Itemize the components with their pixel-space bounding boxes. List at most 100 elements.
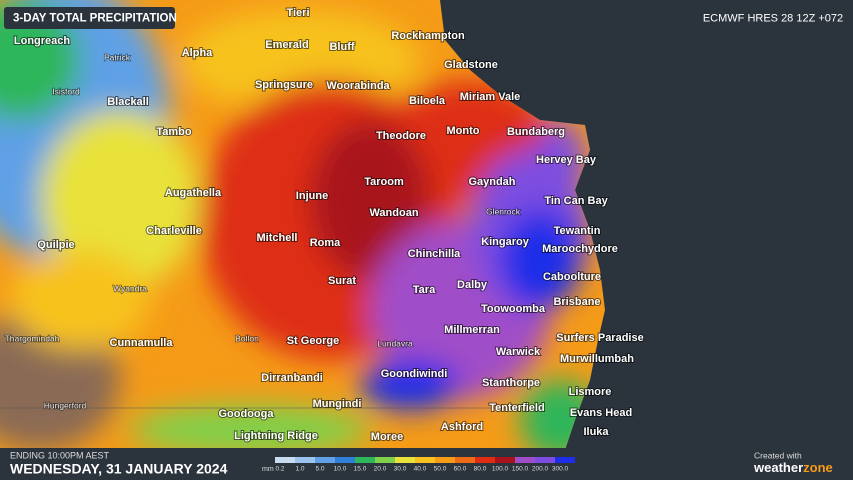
town-label: Longreach bbox=[14, 35, 71, 47]
town-label: Warwick bbox=[496, 346, 541, 358]
legend-swatch bbox=[375, 457, 395, 463]
legend-label: 60.0 bbox=[454, 466, 467, 473]
ending: ENDING 10:00PM AEST bbox=[10, 450, 110, 460]
title-box bbox=[4, 7, 175, 29]
town-label: Surfers Paradise bbox=[556, 332, 643, 344]
town-label: Millmerran bbox=[444, 324, 500, 336]
town-label: Iluka bbox=[583, 426, 609, 438]
town-label: Theodore bbox=[376, 130, 426, 142]
town-label: Hungerford bbox=[44, 400, 87, 410]
created: Created with bbox=[754, 450, 802, 460]
legend-swatch bbox=[355, 457, 375, 463]
town-label: Goondiwindi bbox=[381, 368, 448, 380]
town-label: Wyandra bbox=[113, 283, 147, 293]
legend-label: 10.0 bbox=[334, 466, 347, 473]
legend-label: 40.0 bbox=[414, 466, 427, 473]
town-label: Quilpie bbox=[37, 239, 74, 251]
town-label: Blackall bbox=[107, 96, 149, 108]
town-label: Bluff bbox=[329, 41, 354, 53]
town-label: Thargomindah bbox=[5, 333, 60, 343]
legend-swatch bbox=[475, 457, 495, 463]
title: 3-DAY TOTAL PRECIPITATION bbox=[13, 13, 177, 25]
town-label: Dirranbandi bbox=[261, 372, 323, 384]
town-label: Tieri bbox=[286, 7, 309, 19]
town-label: Gladstone bbox=[444, 59, 498, 71]
town-label: Charleville bbox=[146, 225, 202, 237]
town-label: Isisford bbox=[52, 86, 80, 96]
legend-swatch bbox=[435, 457, 455, 463]
legend: mm 0.2 1.0 5.0 10.0 15.0 20.0 30.0 40.0 50.0 60.0 8… bbox=[262, 457, 575, 473]
town-label: Springsure bbox=[255, 79, 313, 91]
town-label: Miriam Vale bbox=[460, 91, 521, 103]
town-label: Alpha bbox=[182, 47, 213, 59]
town-label: Tenterfield bbox=[489, 402, 544, 414]
legend-swatch bbox=[535, 457, 555, 463]
town-label: Wandoan bbox=[369, 207, 418, 219]
town-label: Taroom bbox=[364, 176, 404, 188]
legend-unit: mm bbox=[262, 466, 274, 473]
footer bbox=[0, 448, 853, 480]
town-label: Brisbane bbox=[553, 296, 600, 308]
town-label: Moree bbox=[371, 431, 403, 443]
town-label: Evans Head bbox=[570, 407, 632, 419]
town-label: Bundaberg bbox=[507, 126, 565, 138]
town-label: Rockhampton bbox=[391, 30, 465, 42]
date: WEDNESDAY, 31 JANUARY 2024 bbox=[10, 461, 228, 477]
model-box bbox=[701, 7, 846, 29]
town-label: Lundavra bbox=[377, 338, 413, 348]
legend-label: 300.0 bbox=[552, 466, 569, 473]
town-label: Monto bbox=[447, 125, 480, 137]
legend-swatch bbox=[455, 457, 475, 463]
legend-swatch bbox=[415, 457, 435, 463]
legend-label: 150.0 bbox=[512, 466, 529, 473]
town-labels: Tieri Longreach Emerald Bluff Rockhampton Alp… bbox=[4, 6, 645, 444]
town-label: Stanthorpe bbox=[482, 377, 540, 389]
legend-label: 30.0 bbox=[394, 466, 407, 473]
legend-swatch bbox=[555, 457, 575, 463]
town-label: Augathella bbox=[165, 187, 222, 199]
brand-b: zone bbox=[803, 460, 833, 475]
town-label: Roma bbox=[310, 237, 341, 249]
town-label: Tambo bbox=[156, 126, 192, 138]
legend-swatch bbox=[495, 457, 515, 463]
town-label: Woorabinda bbox=[326, 80, 390, 92]
legend-label: 0.2 bbox=[275, 466, 284, 473]
town-label: Bollon bbox=[235, 333, 259, 343]
town-label: Patrick bbox=[104, 52, 131, 62]
brand: weatherzone bbox=[753, 460, 833, 475]
town-label: Caboolture bbox=[543, 271, 601, 283]
legend-label: 50.0 bbox=[434, 466, 447, 473]
town-label: Emerald bbox=[265, 39, 308, 51]
legend-label: 80.0 bbox=[474, 466, 487, 473]
town-label: Goodooga bbox=[219, 408, 275, 420]
legend-swatch bbox=[275, 457, 295, 463]
town-label: Lismore bbox=[569, 386, 612, 398]
town-label: Toowoomba bbox=[481, 303, 546, 315]
legend-label: 15.0 bbox=[354, 466, 367, 473]
brand-a: weather bbox=[753, 460, 803, 475]
legend-swatch bbox=[295, 457, 315, 463]
legend-swatch bbox=[515, 457, 535, 463]
town-label: Kingaroy bbox=[481, 236, 530, 248]
town-label: Gayndah bbox=[468, 176, 515, 188]
legend-swatch bbox=[335, 457, 355, 463]
town-label: Maroochydore bbox=[542, 243, 618, 255]
town-label: Cunnamulla bbox=[110, 337, 174, 349]
legend-label: 5.0 bbox=[315, 466, 324, 473]
town-label: Tewantin bbox=[554, 225, 601, 237]
legend-label: 200.0 bbox=[532, 466, 549, 473]
legend-swatch bbox=[315, 457, 335, 463]
town-label: Murwillumbah bbox=[560, 353, 634, 365]
town-label: Surat bbox=[328, 275, 356, 287]
town-label: Mitchell bbox=[257, 232, 298, 244]
legend-swatch bbox=[395, 457, 415, 463]
town-label: Glenrock bbox=[486, 206, 521, 216]
town-label: Hervey Bay bbox=[536, 154, 597, 166]
legend-label: 1.0 bbox=[295, 466, 304, 473]
town-label: Biloela bbox=[409, 95, 446, 107]
town-label: Chinchilla bbox=[408, 248, 461, 260]
town-label: Mungindi bbox=[313, 398, 362, 410]
town-label: Injune bbox=[296, 190, 328, 202]
town-label: St George bbox=[287, 335, 340, 347]
